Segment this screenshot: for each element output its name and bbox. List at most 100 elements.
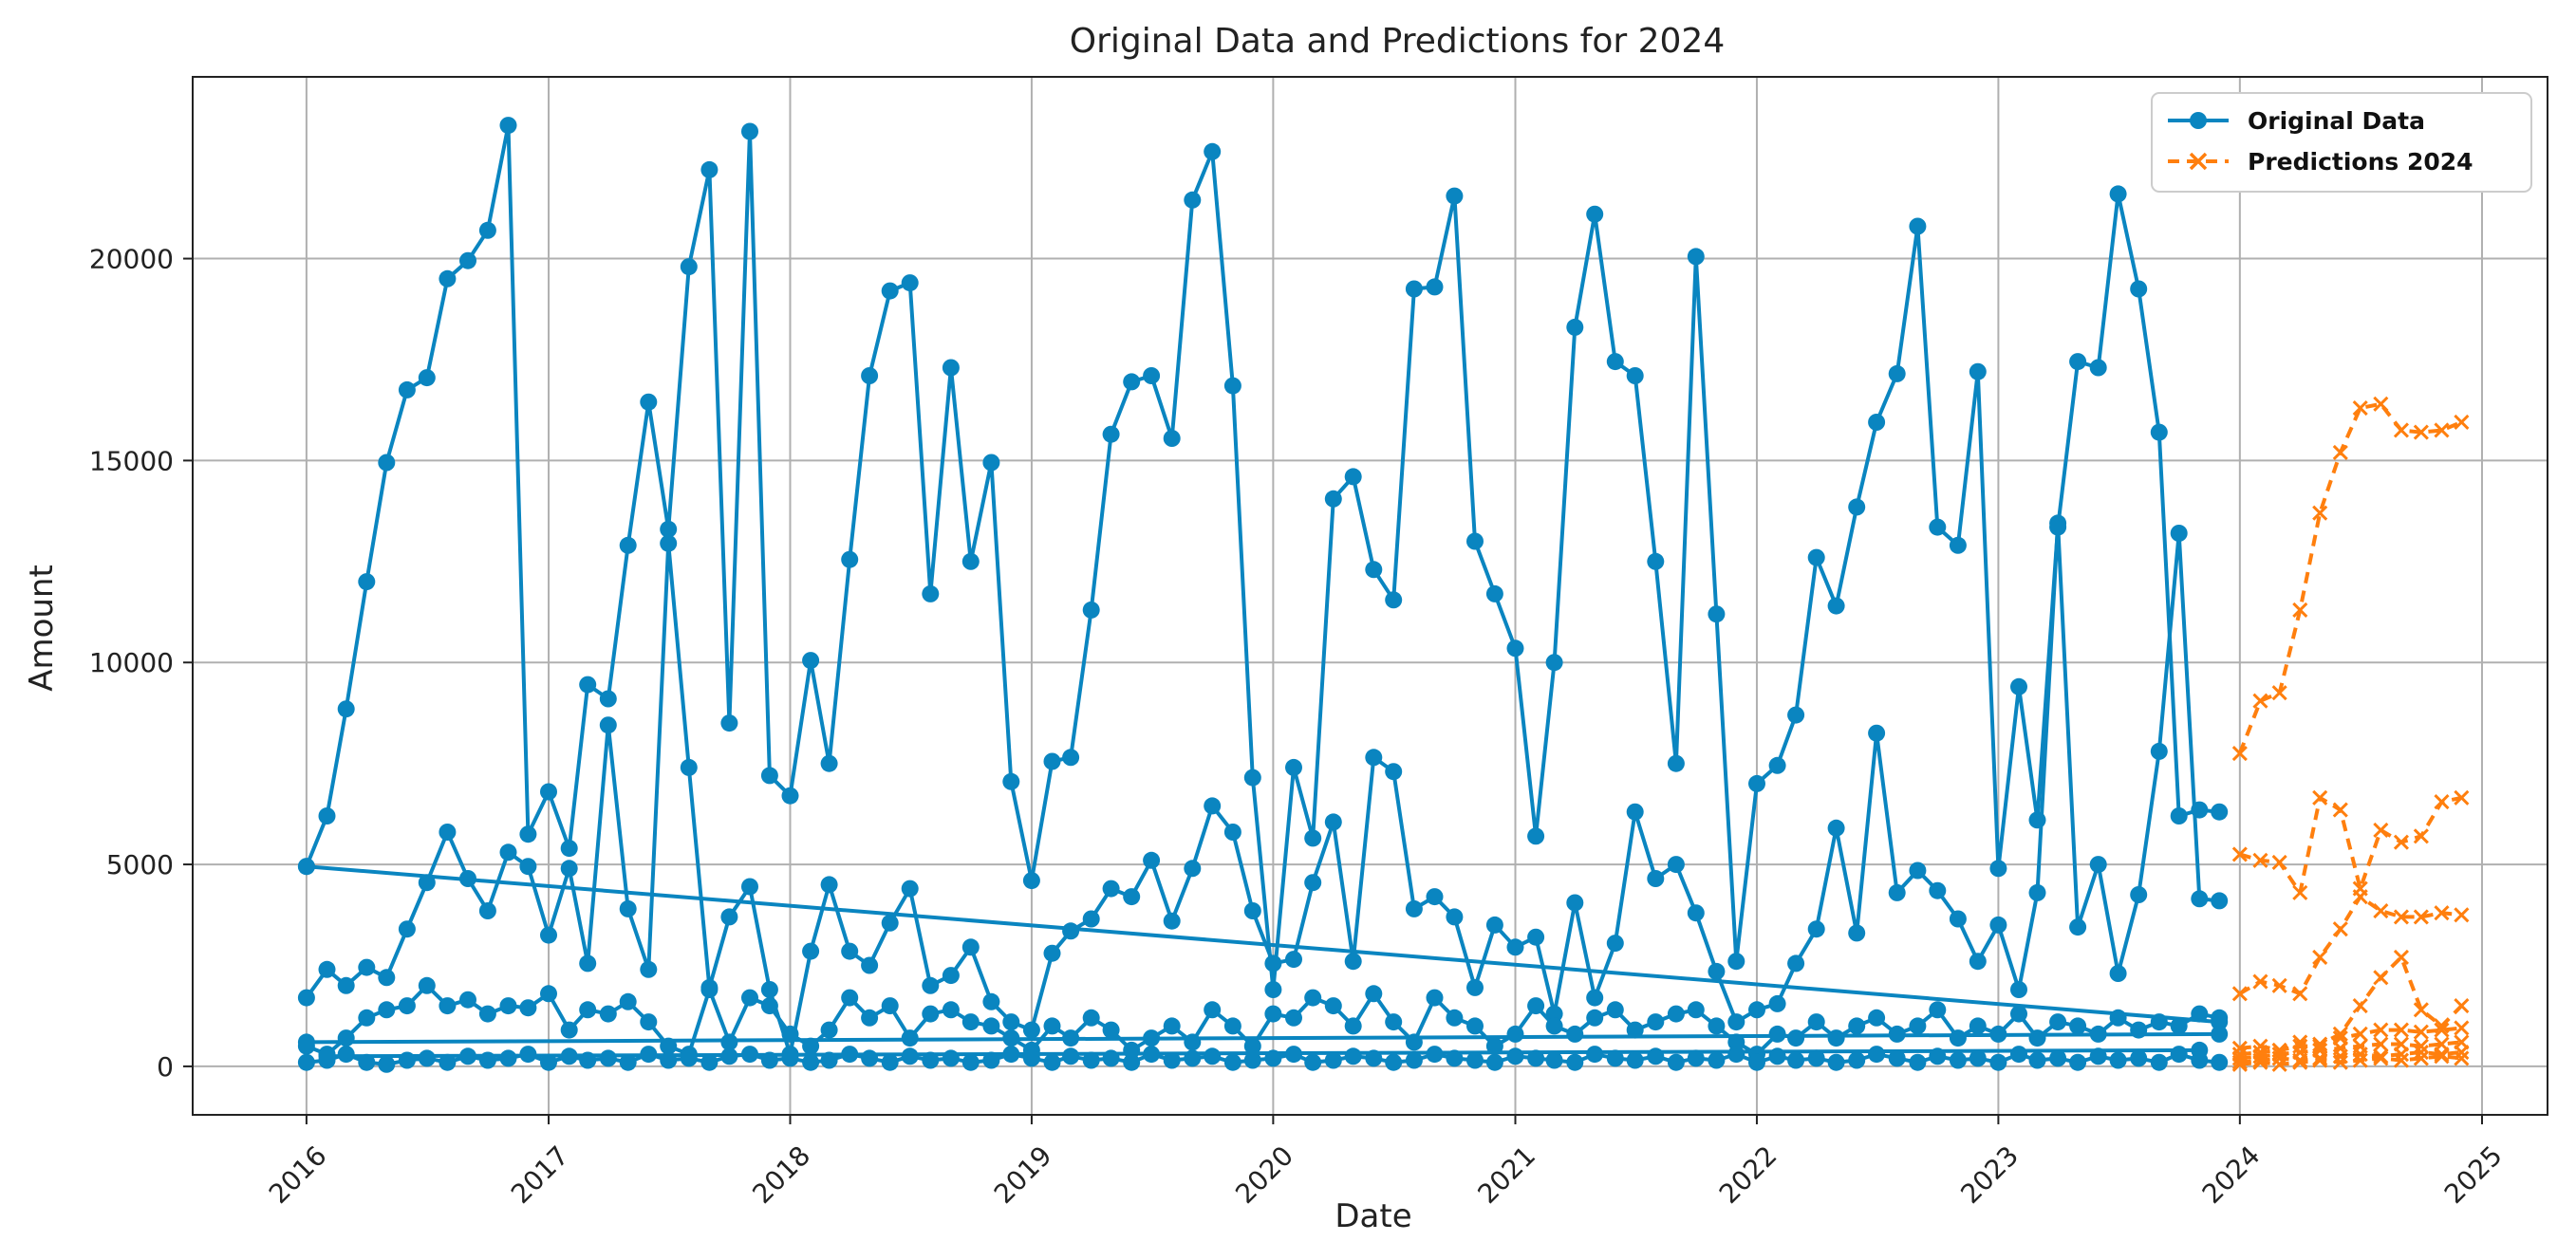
data-point [1626, 367, 1644, 384]
data-point [1264, 954, 1282, 973]
data-point [720, 714, 738, 732]
data-point [519, 858, 537, 876]
legend-box [2151, 92, 2532, 193]
data-point [1344, 468, 1362, 486]
data-point [1022, 1021, 1040, 1039]
data-point [1848, 1017, 1866, 1035]
data-point [2413, 1044, 2429, 1061]
data-point [2393, 422, 2410, 438]
data-point [2231, 1056, 2248, 1072]
data-point [337, 976, 355, 994]
data-point [378, 454, 396, 472]
data-point [2069, 918, 2087, 936]
data-point [1022, 872, 1040, 890]
data-point [2292, 884, 2308, 900]
data-point [922, 584, 940, 602]
data-point [2352, 1026, 2368, 1042]
data-point [1304, 989, 1322, 1007]
y-tick-label: 15000 [89, 445, 174, 476]
series-line [2239, 955, 2463, 1052]
data-point [1466, 532, 1484, 550]
data-point [741, 878, 758, 896]
data-point [1143, 851, 1161, 869]
data-point [1285, 951, 1302, 969]
data-point [1929, 881, 1947, 899]
data-point [760, 981, 778, 998]
x-tick-label: 2021 [1471, 1140, 1541, 1210]
data-point [1163, 1017, 1181, 1035]
data-point [1586, 1046, 1604, 1064]
data-point [2393, 1022, 2410, 1038]
data-point [579, 676, 597, 694]
data-point [2434, 1048, 2450, 1065]
data-point [337, 1046, 355, 1064]
data-point [1365, 985, 1383, 1003]
data-point [2454, 789, 2470, 806]
x-tick-label: 2024 [2196, 1140, 2267, 1210]
data-point [2454, 907, 2470, 923]
data-point [1426, 888, 1444, 906]
series-line [305, 521, 2220, 1057]
data-point [1647, 1013, 1665, 1031]
data-point [1324, 813, 1342, 831]
data-point [1626, 803, 1644, 821]
data-point [1727, 953, 1745, 971]
data-point [560, 840, 578, 858]
data-point [741, 989, 758, 1007]
data-point [297, 858, 315, 876]
series-line [327, 1047, 2200, 1059]
data-point [2373, 396, 2389, 412]
data-point [499, 843, 517, 862]
data-point [1304, 874, 1322, 892]
data-point [1043, 1017, 1061, 1035]
data-point [378, 969, 396, 987]
data-point [2292, 602, 2308, 618]
data-point [2413, 1050, 2429, 1066]
data-point [1365, 561, 1383, 579]
data-point [2252, 693, 2268, 709]
data-point [1304, 1053, 1322, 1071]
data-point [982, 1017, 1000, 1035]
data-point [1002, 1013, 1020, 1031]
data-point [1868, 724, 1886, 742]
data-point [478, 1005, 496, 1023]
x-tick-label: 2019 [988, 1140, 1058, 1210]
data-point [2413, 909, 2429, 925]
data-point [2352, 1052, 2368, 1068]
data-point [2069, 353, 2087, 371]
data-point [2150, 1053, 2168, 1071]
data-point [2373, 902, 2389, 919]
data-point [1888, 364, 1906, 382]
data-point [1626, 1021, 1644, 1039]
data-point [2373, 1050, 2389, 1066]
data-point [841, 550, 859, 568]
data-point [2332, 921, 2348, 937]
data-point [1586, 1009, 1604, 1027]
data-point [1506, 1047, 1524, 1065]
data-point [1708, 962, 1726, 980]
data-point [2231, 745, 2248, 762]
data-point [459, 991, 476, 1009]
data-point [1204, 1047, 1222, 1065]
data-point [1002, 772, 1020, 790]
data-point [398, 380, 416, 398]
x-tick-label: 2018 [746, 1140, 816, 1210]
data-point [2312, 789, 2328, 806]
data-point [1827, 819, 1845, 837]
data-point [1949, 536, 1967, 554]
data-point [2211, 803, 2229, 821]
data-point [358, 958, 376, 976]
data-point [1727, 1013, 1745, 1031]
legend-label-original: Original Data [2248, 107, 2425, 135]
series-line [306, 1031, 2220, 1045]
data-point [540, 783, 557, 801]
data-point [599, 690, 617, 708]
data-point [1989, 1053, 2007, 1071]
data-point [881, 282, 899, 300]
data-point [1485, 1053, 1503, 1071]
data-point [1426, 278, 1444, 296]
data-point [1687, 1049, 1705, 1067]
data-point [1143, 367, 1161, 384]
data-point [378, 1055, 396, 1073]
data-point [1344, 1017, 1362, 1035]
